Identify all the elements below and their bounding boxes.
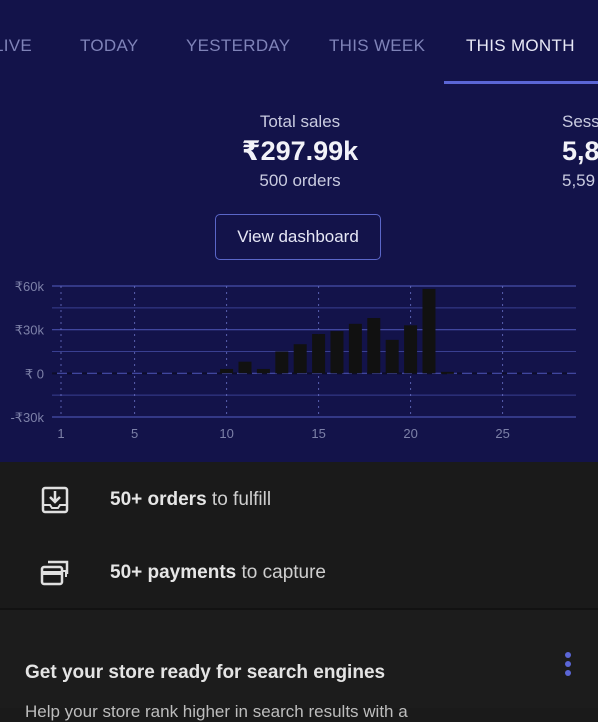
chart-bar [220,368,234,374]
chart-bar [312,334,326,374]
total-sales-metric: Total sales ₹297.99k 500 orders [200,112,400,191]
orders-rest: to fulfill [206,489,272,510]
orders-count-bold: 50+ orders [110,489,207,510]
download-box-icon [41,486,69,514]
chart-bar [385,339,399,374]
total-sales-label: Total sales [259,112,341,131]
tab-this-month[interactable]: THIS MONTH [466,36,575,55]
orders-to-fulfill-row[interactable]: 50+ orders to fulfill [0,464,598,536]
active-tab-indicator [444,81,598,84]
seo-card: Get your store ready for search engines … [0,610,598,721]
tab-today[interactable]: TODAY [80,36,139,55]
x-tick-label: 25 [495,426,509,441]
section-divider [0,608,598,610]
total-sales-value: ₹297.99k [241,136,359,166]
chart-bar [330,331,344,374]
chart-bar [404,325,418,374]
payments-rest: to capture [236,562,326,583]
y-tick-label: ₹30k [15,323,45,338]
seo-card-title: Get your store ready for search engines [25,662,386,683]
view-dashboard-button[interactable]: View dashboard [215,214,381,260]
payments-count-bold: 50+ payments [110,562,237,583]
chart-bar [440,371,454,374]
tab-live[interactable]: LIVE [0,36,33,55]
y-tick-label: -₹30k [10,410,44,425]
orders-count: 500 orders [259,171,341,190]
tab-this-week[interactable]: THIS WEEK [329,36,426,55]
chart-bar [238,361,252,374]
action-list: 50+ orders to fulfill 50+ payments to ca… [0,462,598,608]
chart-bar [367,318,381,374]
chart-bar [348,323,362,374]
chart-bar [275,351,289,374]
orders-to-fulfill-text: 50+ orders to fulfill [110,489,271,511]
x-tick-label: 10 [219,426,233,441]
sessions-sub: 5,59 [562,171,596,190]
tab-yesterday[interactable]: YESTERDAY [186,36,291,55]
sales-summary-panel: LIVE TODAY YESTERDAY THIS WEEK THIS MONT… [0,0,598,462]
card-stack-icon [40,560,69,586]
period-tabs: LIVE TODAY YESTERDAY THIS WEEK THIS MONT… [0,0,598,84]
x-tick-label: 20 [403,426,417,441]
x-tick-label: 1 [57,426,64,441]
x-tick-label: 15 [311,426,325,441]
chart-bar [293,344,307,374]
x-tick-label: 5 [131,426,138,441]
sessions-metric: Sess 5,8 5,59 [562,112,598,191]
sessions-value: 5,8 [562,136,598,166]
chart-bar [422,288,436,374]
y-tick-label: ₹ 0 [25,366,44,381]
y-tick-label: ₹60k [15,279,45,294]
payments-to-capture-text: 50+ payments to capture [110,562,326,584]
chart-bar [256,368,270,374]
seo-card-subtitle: Help your store rank higher in search re… [25,702,408,721]
more-vertical-icon[interactable] [560,650,576,680]
sessions-label: Sess [562,112,598,131]
payments-to-capture-row[interactable]: 50+ payments to capture [0,537,598,609]
